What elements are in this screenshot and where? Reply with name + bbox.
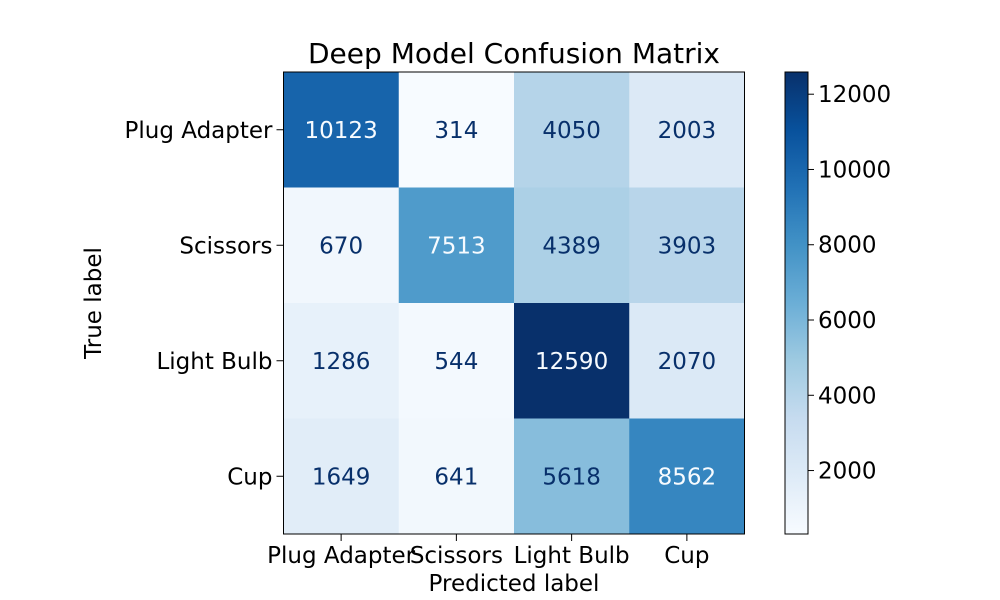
y-tick-label: Plug Adapter bbox=[125, 118, 274, 144]
cell-value-label: 5618 bbox=[542, 464, 601, 490]
heatmap-cell bbox=[629, 187, 745, 304]
cell-value-label: 12590 bbox=[535, 349, 608, 375]
x-tick-label: Scissors bbox=[410, 543, 503, 569]
cell-value-label: 10123 bbox=[305, 118, 378, 144]
cell-value-label: 314 bbox=[434, 118, 478, 144]
heatmap-cell bbox=[398, 303, 515, 419]
cell-value-label: 2070 bbox=[658, 349, 717, 375]
heatmap-cell bbox=[283, 187, 400, 304]
y-tick-label: Light Bulb bbox=[156, 349, 272, 375]
x-axis-label: Predicted label bbox=[429, 571, 600, 597]
heatmap-cell bbox=[629, 72, 745, 188]
heatmap-cell bbox=[283, 418, 400, 535]
cell-value-label: 4389 bbox=[542, 233, 601, 259]
chart-title: Deep Model Confusion Matrix bbox=[308, 37, 720, 70]
colorbar-gradient bbox=[785, 72, 808, 534]
cell-value-label: 7513 bbox=[427, 233, 486, 259]
cell-value-label: 544 bbox=[434, 349, 478, 375]
heatmap-cell bbox=[629, 303, 745, 419]
heatmap-cell bbox=[283, 303, 400, 419]
cell-value-label: 4050 bbox=[542, 118, 601, 144]
cell-value-label: 1286 bbox=[312, 349, 371, 375]
y-axis-ticks: Plug Adapter Scissors Light Bulb Cup bbox=[125, 118, 284, 490]
plot-frame bbox=[283, 71, 745, 535]
x-tick-label: Light Bulb bbox=[514, 543, 630, 569]
y-tick-label: Cup bbox=[227, 464, 272, 490]
heatmap-cells: 10123 314 4050 2003 670 7513 4389 3903 1286 544 12… bbox=[283, 72, 745, 535]
heatmap-cell bbox=[514, 187, 630, 304]
heatmap-cell bbox=[283, 72, 400, 188]
cell-value-label: 670 bbox=[319, 233, 363, 259]
y-tick-label: Scissors bbox=[179, 233, 272, 259]
heatmap-cell bbox=[514, 303, 630, 419]
colorbar-tick-label: 12000 bbox=[818, 82, 891, 108]
x-tick-label: Plug Adapter bbox=[267, 543, 416, 569]
heatmap-cell bbox=[398, 187, 515, 304]
cell-value-label: 2003 bbox=[658, 118, 717, 144]
heatmap-cell bbox=[398, 418, 515, 535]
cell-value-label: 8562 bbox=[658, 464, 717, 490]
y-axis-label: True label bbox=[81, 247, 107, 360]
cell-value-label: 641 bbox=[434, 464, 478, 490]
x-tick-label: Cup bbox=[664, 543, 709, 569]
colorbar: 2000 4000 6000 8000 10000 12000 bbox=[784, 71, 891, 535]
cell-value-label: 1649 bbox=[312, 464, 371, 490]
heatmap-cell bbox=[514, 418, 630, 535]
heatmap-cell bbox=[398, 72, 515, 188]
colorbar-tick-label: 8000 bbox=[818, 233, 877, 259]
colorbar-tick-label: 4000 bbox=[818, 383, 877, 409]
heatmap-cell bbox=[514, 72, 630, 188]
colorbar-tick-label: 6000 bbox=[818, 308, 877, 334]
cell-value-label: 3903 bbox=[658, 233, 717, 259]
heatmap-cell bbox=[629, 418, 745, 535]
colorbar-tick-label: 2000 bbox=[818, 459, 877, 485]
colorbar-frame bbox=[784, 71, 809, 535]
colorbar-tick-label: 10000 bbox=[818, 157, 891, 183]
